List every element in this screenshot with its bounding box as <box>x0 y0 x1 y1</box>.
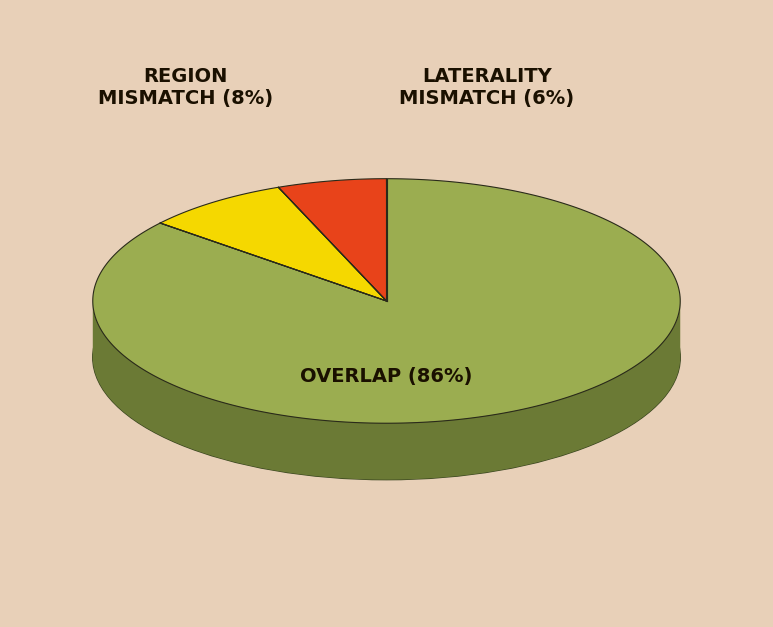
Polygon shape <box>93 179 680 423</box>
Polygon shape <box>278 179 386 301</box>
Polygon shape <box>160 187 386 301</box>
Text: REGION
MISMATCH (8%): REGION MISMATCH (8%) <box>98 67 273 108</box>
Ellipse shape <box>93 235 680 480</box>
Text: LATERALITY
MISMATCH (6%): LATERALITY MISMATCH (6%) <box>400 67 574 108</box>
Polygon shape <box>93 301 680 480</box>
Text: OVERLAP (86%): OVERLAP (86%) <box>301 367 472 386</box>
